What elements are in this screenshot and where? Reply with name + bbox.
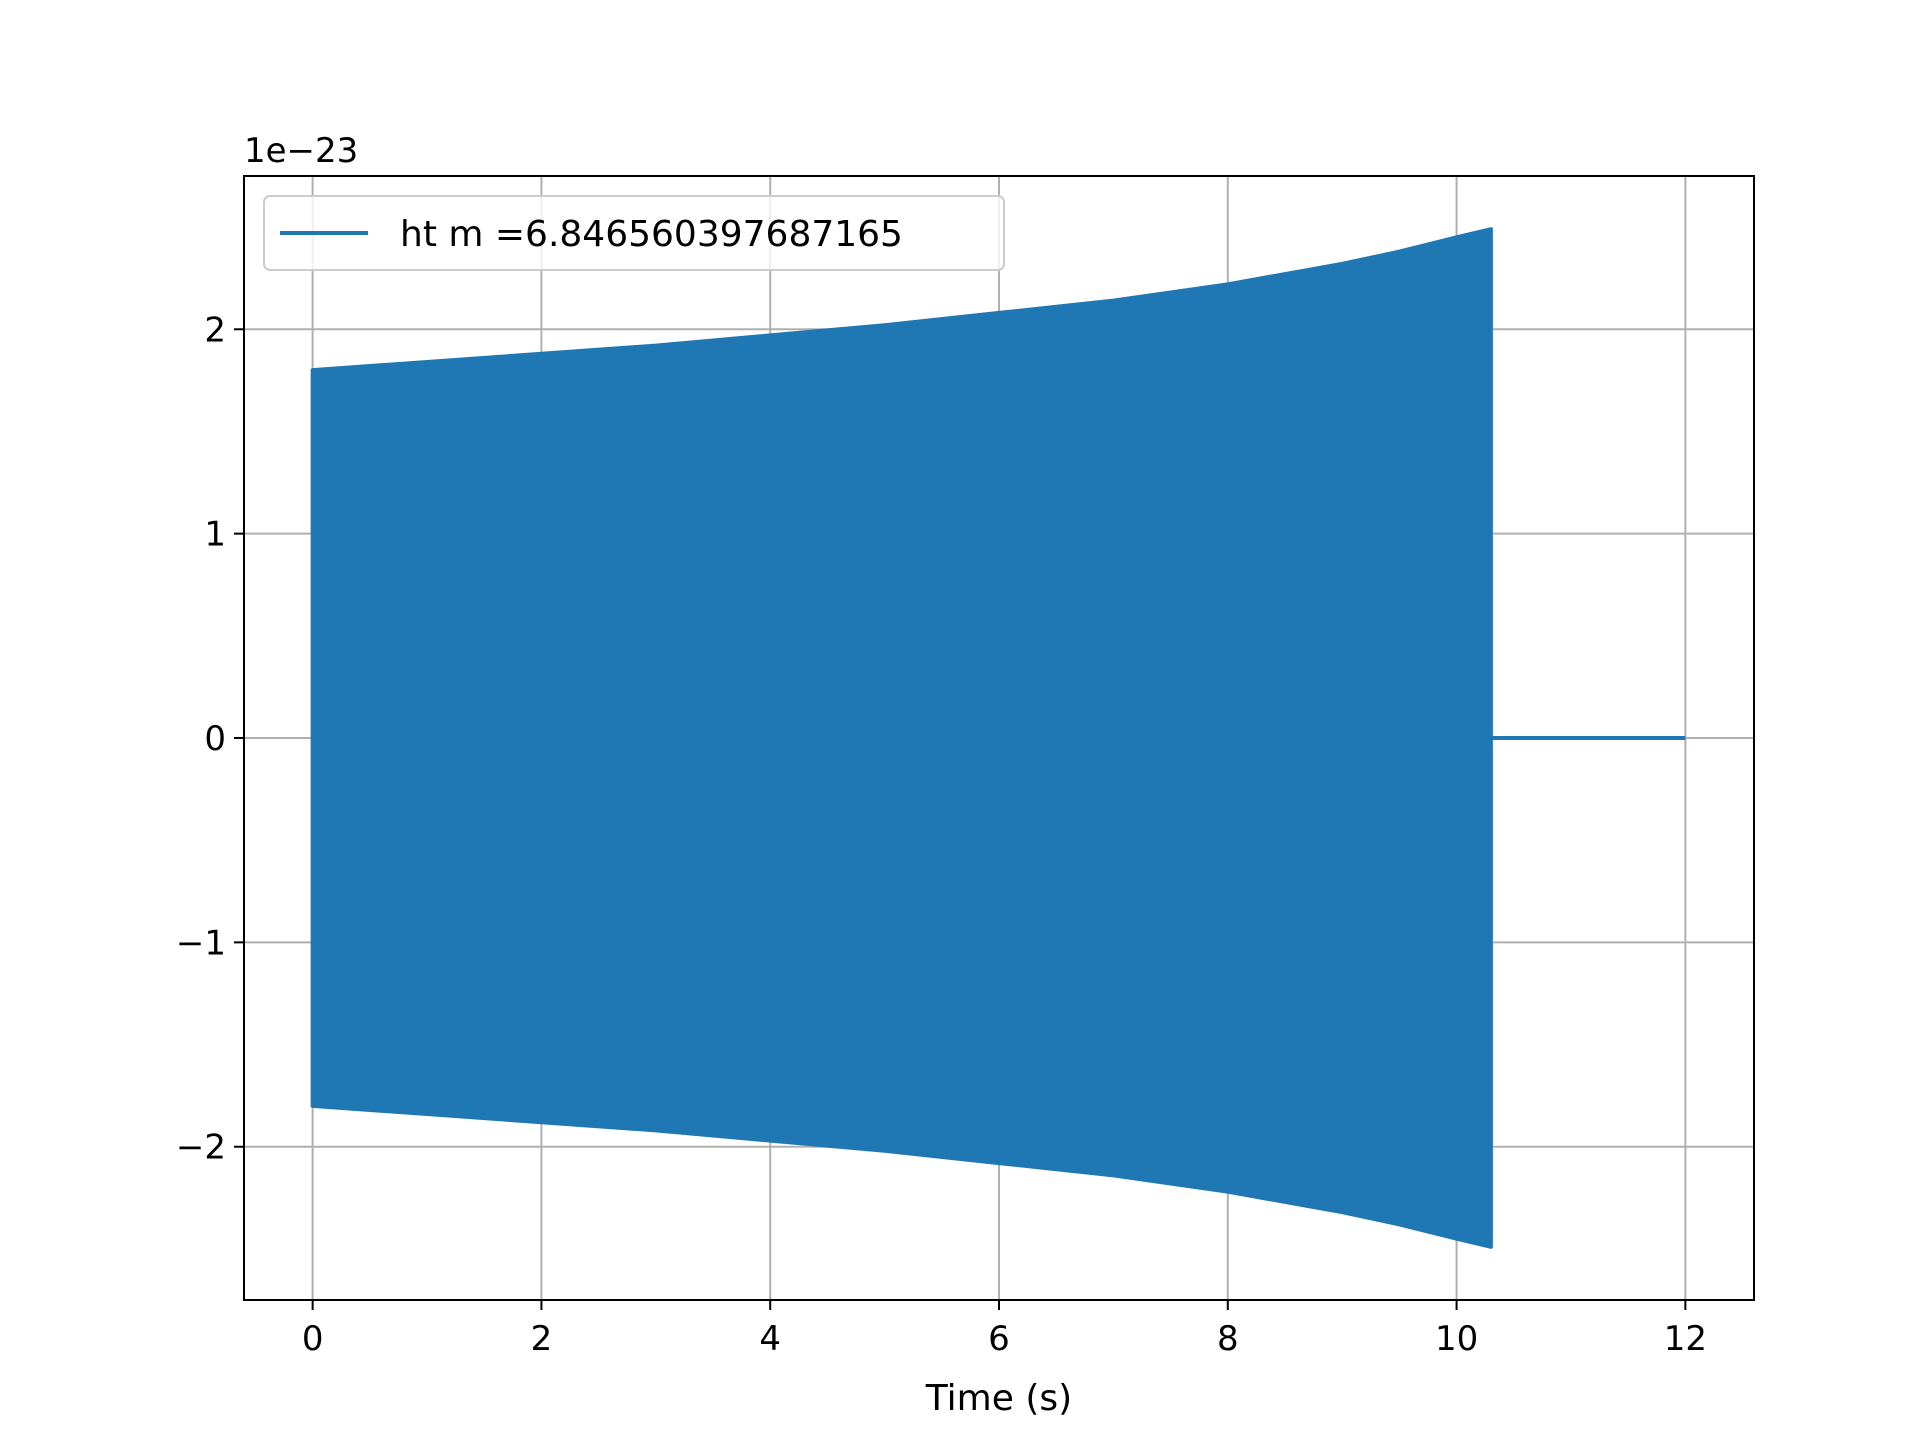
x-tick-label: 2: [531, 1319, 553, 1359]
x-tick-label: 6: [988, 1319, 1010, 1359]
x-axis-label: Time (s): [925, 1378, 1072, 1419]
legend-box: [263, 195, 1005, 271]
x-tick-label: 10: [1435, 1319, 1478, 1359]
plot-area: [310, 227, 1686, 1249]
y-offset-label: 1e−23: [244, 131, 358, 171]
signal-envelope: [310, 227, 1493, 1249]
y-tick-label: −2: [176, 1128, 226, 1168]
y-tick-label: 1: [204, 515, 226, 555]
y-tick-label: 0: [204, 719, 226, 759]
legend-entry: ht m =6.846560397687165: [400, 214, 903, 255]
x-tick-label: 0: [302, 1319, 324, 1359]
x-tick-label: 8: [1217, 1319, 1239, 1359]
y-tick-label: 2: [204, 310, 226, 350]
x-tick-label: 12: [1664, 1319, 1707, 1359]
legend: ht m =6.846560397687165: [263, 195, 1005, 271]
x-tick-label: 4: [759, 1319, 781, 1359]
y-tick-label: −1: [176, 923, 226, 963]
